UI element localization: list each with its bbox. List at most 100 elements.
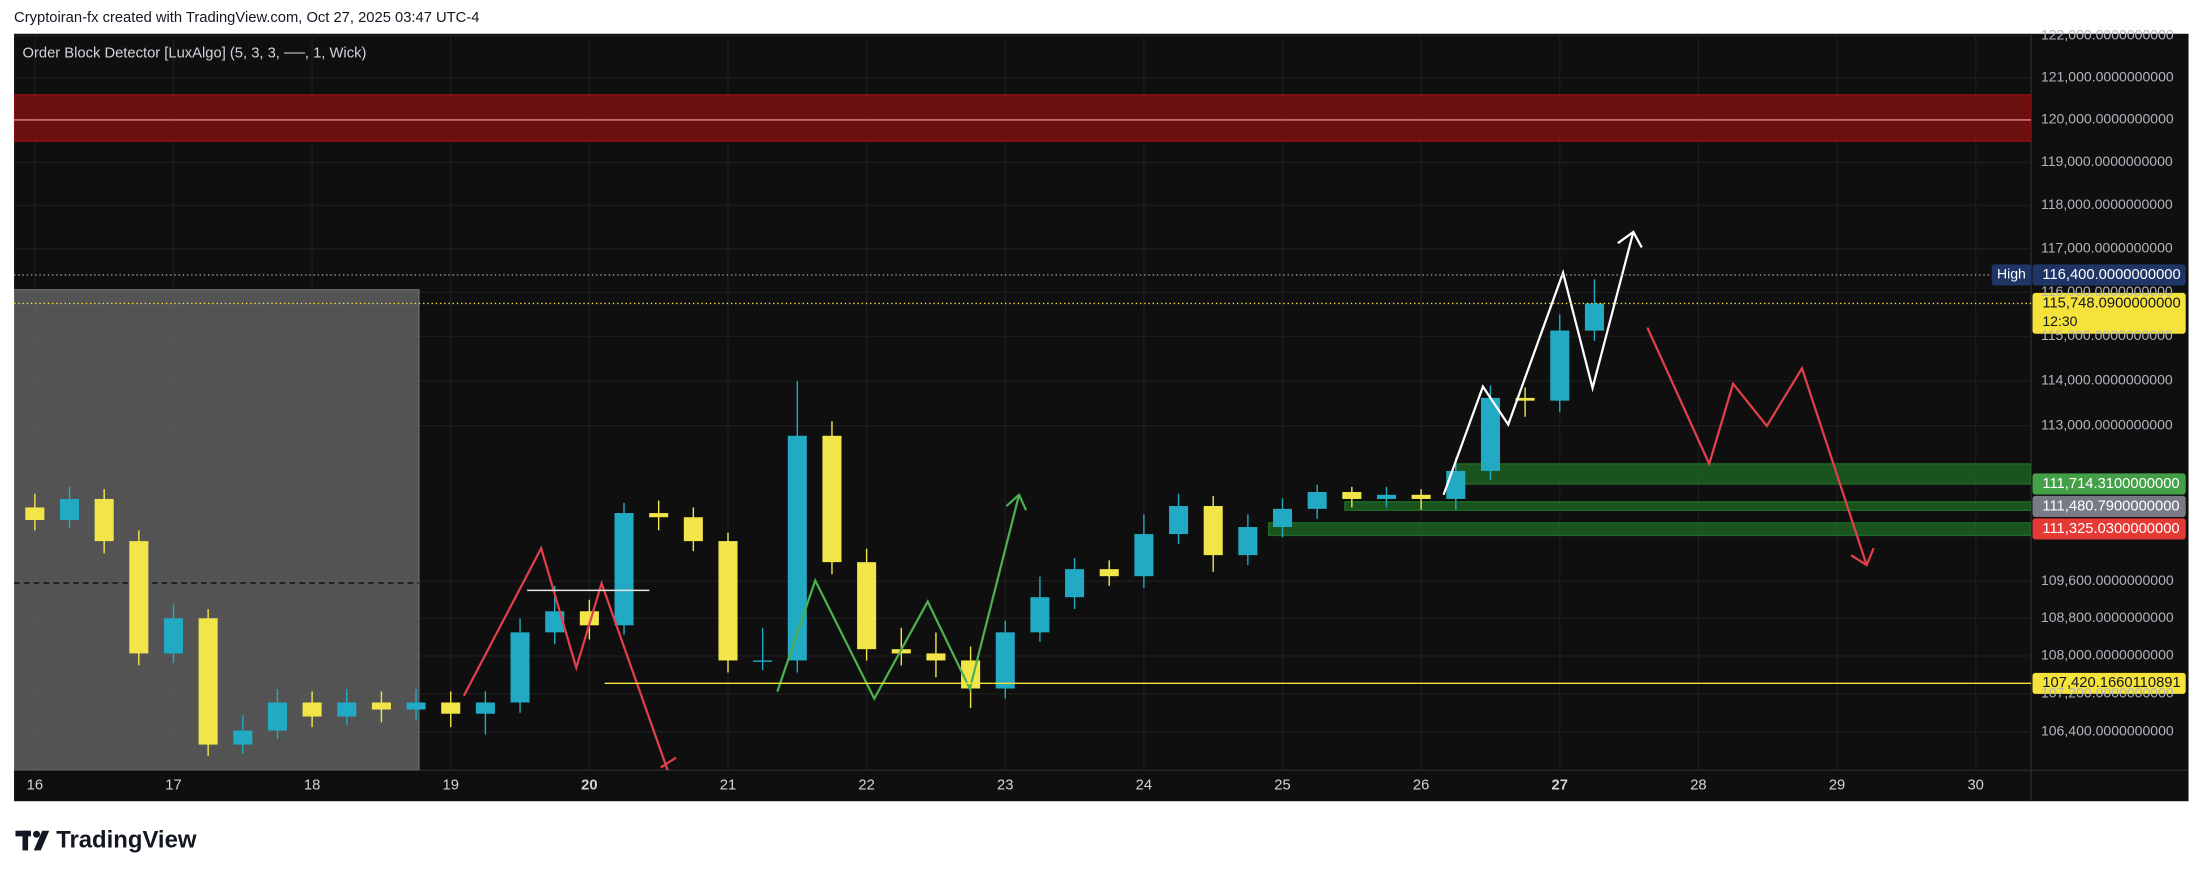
y-tick-label: 106,400.0000000000: [2041, 723, 2174, 739]
y-tick-label: 107,200.0000000000: [2041, 685, 2174, 701]
white-zigzag: [1442, 231, 1635, 496]
x-tick-label: 27: [1552, 778, 1568, 794]
y-tick-label: 113,000.0000000000: [2041, 416, 2173, 432]
candle-body: [822, 435, 842, 563]
price-label: 107,420.1660110891: [2042, 675, 2180, 691]
x-tick-label: 17: [165, 778, 181, 794]
candle-body: [1411, 494, 1431, 499]
candle-body: [545, 611, 565, 633]
price-label-box: [2032, 495, 2186, 517]
candle-body: [25, 507, 45, 521]
candle-body: [1238, 527, 1258, 556]
candle-body: [683, 517, 703, 542]
candle-body: [614, 513, 634, 626]
candle-body: [371, 702, 391, 710]
x-tick-label: 25: [1274, 778, 1290, 794]
x-tick-label: 23: [997, 778, 1013, 794]
candle-body: [1169, 505, 1189, 535]
candle-body: [1376, 494, 1397, 499]
arrow-head: [1617, 230, 1643, 248]
y-tick-label: 121,000.0000000000: [2041, 68, 2174, 84]
x-tick-label: 26: [1413, 778, 1429, 794]
logo-mark: [22, 830, 29, 851]
green-zigzag: [776, 494, 1021, 702]
candle-body: [475, 702, 495, 714]
y-tick-label: 116,000.0000000000: [2041, 283, 2173, 299]
candle-body: [1550, 330, 1570, 401]
price-label-box: [2032, 518, 2186, 540]
x-tick-label: 29: [1829, 778, 1845, 794]
candle-body: [441, 702, 461, 714]
x-tick-label: 30: [1967, 778, 1983, 794]
y-tick-label: 109,600.0000000000: [2041, 572, 2174, 588]
label-layer: 116,400.0000000000 High 115,748.0900000000…: [14, 264, 2186, 694]
candle-body: [1307, 492, 1327, 509]
drawings: [462, 230, 1875, 771]
candle-body: [233, 730, 253, 745]
candle-body: [579, 611, 599, 626]
candle-body: [718, 541, 738, 661]
price-countdown: 12:30: [2042, 313, 2077, 329]
price-label-box: [2032, 264, 2186, 286]
candle-body: [94, 498, 114, 542]
red-zigzag: [1646, 327, 1868, 566]
plot-layer: [14, 33, 2032, 771]
x-tick-label: 20: [581, 778, 597, 794]
price-label: 115,748.0900000000: [2042, 295, 2180, 311]
candle-body: [995, 632, 1015, 689]
price-label-box: [2032, 672, 2186, 694]
y-tick-label: 122,000.0000000000: [2041, 27, 2174, 43]
candle-body: [1272, 508, 1293, 528]
x-tick-label: 28: [1690, 778, 1706, 794]
arrow-head: [660, 756, 677, 769]
candle-body: [129, 541, 149, 654]
candle-body: [406, 702, 426, 710]
logo-mark: [33, 830, 50, 851]
price-label-box: [2032, 292, 2186, 334]
price-label: 116,400.0000000000: [2042, 267, 2180, 283]
red-zigzag: [462, 545, 669, 771]
price-label: 111,325.0300000000: [2042, 521, 2179, 537]
y-tick-label: 114,000.0000000000: [2041, 372, 2173, 388]
price-label-name: High: [1997, 266, 2026, 282]
candle-body: [1030, 597, 1050, 633]
arrow-head: [1850, 547, 1875, 567]
zone: [1455, 463, 2032, 485]
candle-body: [1065, 569, 1085, 598]
candle-body: [1446, 470, 1466, 499]
brand-name: TradingView: [56, 827, 197, 854]
candle-body: [857, 562, 877, 650]
price-label: 111,480.7900000000: [2042, 498, 2179, 514]
zone: [14, 94, 2032, 142]
x-tick-label: 19: [443, 778, 459, 794]
candle-body: [1203, 505, 1223, 556]
price-label-badge: [1991, 264, 2032, 286]
y-tick-label: 118,000.0000000000: [2041, 196, 2173, 212]
candle-body: [198, 618, 218, 745]
candle-body: [1134, 534, 1154, 577]
candle-body: [163, 618, 184, 654]
candle-body: [1099, 569, 1119, 577]
zone: [1344, 501, 2032, 511]
candle-body: [1480, 397, 1500, 471]
arrow-head: [1005, 492, 1028, 511]
y-tick-label: 120,000.0000000000: [2041, 111, 2174, 127]
x-tick-label: 22: [858, 778, 874, 794]
candle-body: [1584, 303, 1604, 331]
candle-body: [753, 660, 773, 662]
indicator-title: Order Block Detector [LuxAlgo] (5, 3, 3,…: [22, 45, 366, 61]
candle-body: [59, 498, 80, 521]
candle-body: [302, 702, 322, 717]
y-tick-label: 108,000.0000000000: [2041, 647, 2174, 663]
candle-body: [787, 435, 807, 661]
candle-body: [1515, 397, 1535, 401]
x-tick-label: 18: [304, 778, 320, 794]
header-text: Cryptoiran-fx created with TradingView.c…: [14, 10, 479, 26]
candle-body: [1342, 492, 1362, 499]
x-tick-label: 16: [27, 778, 43, 794]
candle-body: [649, 513, 669, 518]
x-tick-label: 24: [1136, 778, 1152, 794]
